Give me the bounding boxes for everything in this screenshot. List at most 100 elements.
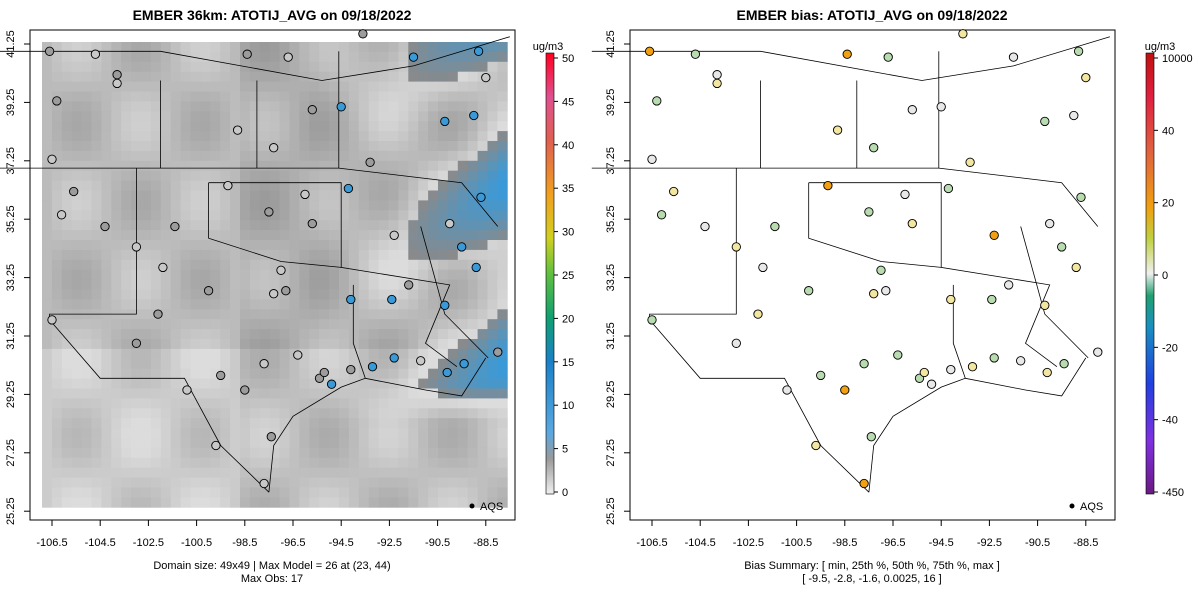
model-grid-cell <box>170 200 181 211</box>
aqs-site-marker <box>473 46 484 56</box>
model-grid-cell <box>91 249 102 261</box>
model-grid-cell <box>348 269 360 280</box>
model-grid-cell <box>259 348 271 360</box>
model-grid-cell <box>299 467 310 478</box>
model-grid-cell <box>220 210 231 221</box>
aqs-site-marker <box>476 192 486 202</box>
model-grid-cell <box>259 438 271 449</box>
model-grid-cell <box>91 418 102 429</box>
model-grid-cell <box>457 319 469 330</box>
model-grid-cell <box>259 457 271 469</box>
model-grid-cell <box>81 42 92 53</box>
model-grid-cell <box>160 121 172 132</box>
model-grid-cell <box>388 358 399 370</box>
model-grid-cell <box>240 447 251 459</box>
left-y-axis: 41.2539.2537.2535.2533.2531.2529.2527.25… <box>5 30 30 525</box>
model-grid-cell <box>269 81 280 92</box>
model-grid-cell <box>81 339 92 350</box>
model-grid-cell <box>249 339 261 350</box>
aqs-site-marker <box>182 385 192 395</box>
model-grid-cell <box>42 398 53 409</box>
model-grid-cell <box>240 150 251 162</box>
model-grid-cell <box>348 259 360 271</box>
model-grid-cell <box>91 190 102 201</box>
model-grid-cell <box>329 428 340 439</box>
model-grid-cell <box>269 428 280 439</box>
model-grid-cell <box>71 438 82 449</box>
model-grid-cell <box>210 309 221 320</box>
model-grid-cell <box>418 81 429 92</box>
model-grid-cell <box>190 170 201 181</box>
model-grid-cell <box>210 339 221 350</box>
model-grid-cell <box>447 259 459 271</box>
model-grid-cell <box>289 408 300 419</box>
model-grid-cell <box>190 348 201 360</box>
model-grid-cell <box>220 467 231 478</box>
model-grid-cell <box>249 299 261 310</box>
model-grid-cell <box>279 457 290 469</box>
y-tick-label: 29.25 <box>5 381 17 409</box>
model-grid-cell <box>51 249 63 261</box>
model-grid-cell <box>170 388 181 399</box>
model-grid-cell <box>378 240 389 251</box>
model-grid-cell <box>438 457 449 469</box>
model-grid-cell <box>428 51 439 63</box>
model-grid-cell <box>101 368 112 379</box>
model-grid-cell <box>220 131 231 142</box>
model-grid-cell <box>477 210 488 221</box>
model-grid-cell <box>329 160 340 172</box>
model-grid-cell <box>398 447 409 459</box>
model-grid-cell <box>329 438 340 449</box>
model-grid-cell <box>408 81 419 92</box>
model-grid-cell <box>81 230 92 241</box>
model-grid-cell <box>210 329 221 340</box>
model-grid-cell <box>487 51 498 63</box>
model-grid-cell <box>210 249 221 261</box>
model-grid-cell <box>269 210 280 221</box>
right-plot-frame <box>629 29 1116 521</box>
model-grid-cell <box>497 309 508 320</box>
model-grid-cell <box>141 358 152 370</box>
model-grid-cell <box>309 111 320 122</box>
model-grid-cell <box>220 51 231 63</box>
model-grid-cell <box>339 230 350 241</box>
model-grid-cell <box>309 497 320 508</box>
colorbar-tick-label: 20 <box>1162 198 1174 210</box>
model-grid-cell <box>497 101 508 112</box>
left-legend-marker <box>469 503 475 509</box>
model-grid-cell <box>348 61 360 73</box>
model-grid-cell <box>398 180 409 191</box>
model-grid-cell <box>408 457 419 469</box>
aqs-site-marker <box>358 29 368 39</box>
model-grid-cell <box>51 180 63 191</box>
model-grid-cell <box>259 447 271 459</box>
x-tick-label: -100.5 <box>781 537 812 549</box>
model-grid-cell <box>428 487 439 498</box>
model-grid-cell <box>81 477 92 488</box>
model-grid-cell <box>497 467 508 478</box>
model-grid-cell <box>190 378 201 389</box>
model-grid-cell <box>368 230 379 241</box>
model-grid-cell <box>477 259 488 271</box>
model-grid-cell <box>487 329 498 340</box>
model-grid-cell <box>42 249 53 261</box>
model-grid-cell <box>51 121 63 132</box>
aqs-site-marker <box>811 440 821 451</box>
model-grid-cell <box>368 467 379 478</box>
model-grid-cell <box>289 378 300 389</box>
model-grid-cell <box>259 497 271 508</box>
model-grid-cell <box>319 339 330 350</box>
model-grid-cell <box>190 279 201 290</box>
model-grid-cell <box>339 289 350 300</box>
model-grid-cell <box>447 339 459 350</box>
model-grid-cell <box>150 329 162 340</box>
model-grid-cell <box>111 230 122 241</box>
model-grid-cell <box>249 378 261 389</box>
model-grid-cell <box>408 348 419 360</box>
model-grid-cell <box>368 398 379 409</box>
model-grid-cell <box>240 497 251 508</box>
model-grid-cell <box>309 131 320 142</box>
model-grid-cell <box>230 329 241 340</box>
model-grid-cell <box>418 42 429 53</box>
model-grid-cell <box>269 160 280 172</box>
